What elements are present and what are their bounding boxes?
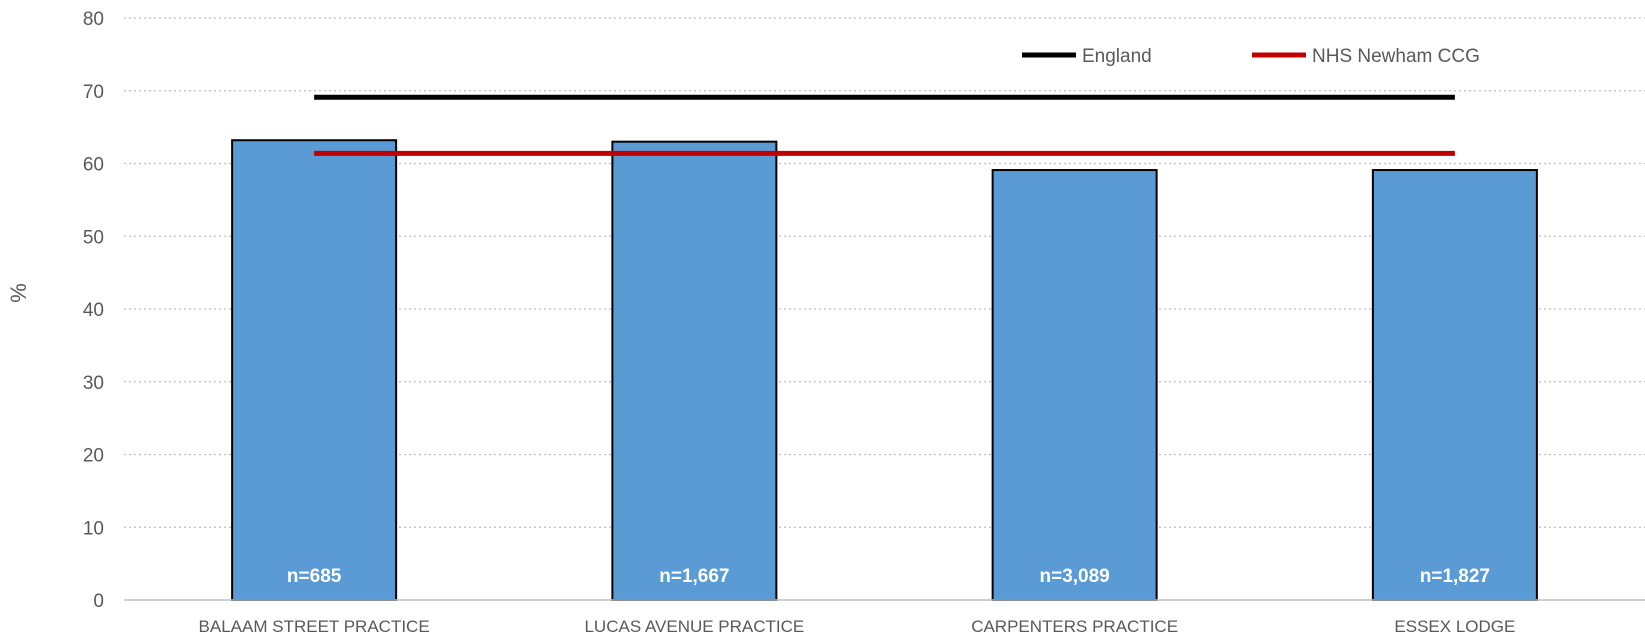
y-tick-label: 80 bbox=[83, 9, 104, 30]
bar-data-label: n=3,089 bbox=[1040, 566, 1110, 587]
gridlines bbox=[124, 17, 1645, 528]
y-tick-label: 10 bbox=[83, 518, 104, 539]
x-axis-categories: BALAAM STREET PRACTICE LUCAS AVENUE PRACT… bbox=[199, 617, 1516, 636]
bar-labels: n=685 n=1,667 n=3,089 n=1,827 bbox=[287, 566, 1490, 587]
y-axis-label: % bbox=[6, 283, 31, 303]
bar-data-label: n=1,667 bbox=[659, 566, 729, 587]
y-axis-ticks: 0 10 20 30 40 50 60 70 80 bbox=[83, 9, 104, 612]
bar bbox=[231, 139, 398, 601]
y-tick-label: 70 bbox=[83, 82, 104, 103]
x-category-label: ESSEX LODGE bbox=[1394, 617, 1515, 636]
bar bbox=[611, 140, 778, 602]
y-tick-label: 30 bbox=[83, 373, 104, 394]
x-category-label: LUCAS AVENUE PRACTICE bbox=[584, 617, 804, 636]
y-tick-label: 20 bbox=[83, 446, 104, 467]
legend-label: England bbox=[1082, 46, 1152, 67]
legend: England NHS Newham CCG bbox=[1022, 46, 1480, 67]
bar-data-label: n=1,827 bbox=[1420, 566, 1490, 587]
bar-data-label: n=685 bbox=[287, 566, 342, 587]
y-tick-label: 50 bbox=[83, 227, 104, 248]
reference-lines bbox=[314, 94, 1455, 156]
bar bbox=[991, 169, 1158, 602]
bars bbox=[231, 139, 1538, 602]
legend-label: NHS Newham CCG bbox=[1312, 46, 1480, 67]
x-category-label: CARPENTERS PRACTICE bbox=[971, 617, 1178, 636]
y-tick-label: 60 bbox=[83, 155, 104, 176]
y-tick-label: 0 bbox=[93, 591, 104, 612]
bar bbox=[1371, 169, 1538, 602]
x-category-label: BALAAM STREET PRACTICE bbox=[199, 617, 430, 636]
y-tick-label: 40 bbox=[83, 300, 104, 321]
